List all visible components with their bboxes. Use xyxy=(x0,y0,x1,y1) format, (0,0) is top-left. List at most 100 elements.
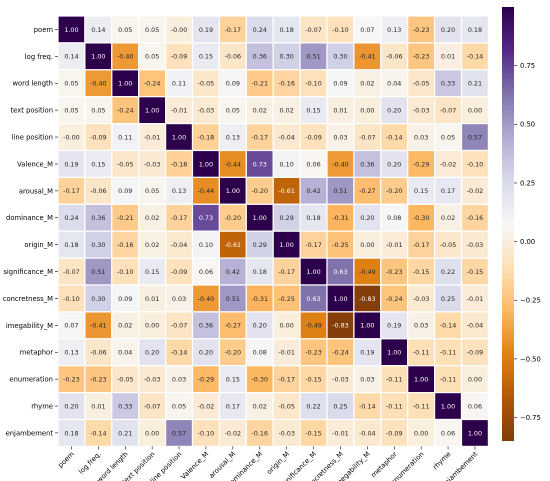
heatmap-cell xyxy=(434,122,463,152)
heatmap-cell xyxy=(138,69,167,98)
cell-value-label: 0.02 xyxy=(253,402,267,410)
cell-value-label: 0.00 xyxy=(360,106,374,114)
heatmap-cell xyxy=(407,365,436,394)
cell-value-label: -0.20 xyxy=(386,187,403,195)
heatmap-cell xyxy=(460,338,489,367)
cell-value-label: -0.40 xyxy=(332,160,349,168)
cell-value-label: 0.20 xyxy=(64,402,78,410)
cell-value-label: 1.00 xyxy=(118,80,132,88)
heatmap-cell xyxy=(380,311,409,340)
cell-value-label: -0.17 xyxy=(278,268,295,276)
cell-value-label: -0.05 xyxy=(278,402,295,410)
cell-value-label: 0.03 xyxy=(414,133,428,141)
heatmap-cell xyxy=(460,69,489,98)
colorbar-tick-label: 0.75 xyxy=(520,62,535,70)
cell-value-label: -0.09 xyxy=(305,133,322,141)
cell-value-label: -0.15 xyxy=(305,375,322,383)
heatmap-cell xyxy=(460,284,489,313)
cell-value-label: 0.19 xyxy=(199,26,213,34)
heatmap-cell xyxy=(138,42,167,71)
cell-value-label: 1.00 xyxy=(333,295,347,303)
heatmap-cell xyxy=(326,392,355,421)
cell-value-label: 0.05 xyxy=(64,106,78,114)
cell-value-label: -0.04 xyxy=(359,429,376,437)
cell-value-label: -0.20 xyxy=(251,187,268,195)
cell-value-label: 0.36 xyxy=(253,53,267,61)
cell-value-label: 1.00 xyxy=(280,241,294,249)
heatmap-cell xyxy=(165,392,194,421)
cell-value-label: -0.14 xyxy=(440,322,457,330)
cell-value-label: -0.09 xyxy=(90,133,107,141)
heatmap-cell xyxy=(353,15,382,44)
cell-value-label: 0.09 xyxy=(226,80,240,88)
heatmap-cell xyxy=(460,230,489,259)
heatmap-cell xyxy=(407,69,436,98)
cell-value-label: -0.02 xyxy=(225,429,242,437)
cell-value-label: -0.03 xyxy=(413,106,430,114)
heatmap-cell xyxy=(111,176,140,205)
heatmap-cell xyxy=(272,418,301,447)
cell-value-label: -0.04 xyxy=(467,322,484,330)
heatmap-cell xyxy=(138,257,167,286)
cell-value-label: 0.02 xyxy=(253,106,267,114)
heatmap-cell xyxy=(191,176,220,205)
cell-value-label: 0.33 xyxy=(118,402,132,410)
heatmap-cell xyxy=(218,176,247,205)
heatmap-cell xyxy=(191,418,220,447)
heatmap-cell xyxy=(57,284,86,313)
cell-value-label: 0.13 xyxy=(172,187,186,195)
y-tick-label: metaphor xyxy=(20,349,53,357)
heatmap-cell xyxy=(407,176,436,205)
y-tick-label: origin_M xyxy=(24,241,53,249)
cell-value-label: -0.10 xyxy=(305,80,322,88)
cell-value-label: -0.23 xyxy=(63,375,80,383)
cell-value-label: 0.30 xyxy=(91,241,105,249)
cell-value-label: 0.24 xyxy=(64,214,78,222)
heatmap-cell xyxy=(84,122,113,152)
heatmap-cell xyxy=(380,365,409,394)
cell-value-label: -0.04 xyxy=(278,133,295,141)
heatmap-cell xyxy=(326,149,355,178)
cell-value-label: 1.00 xyxy=(172,133,186,141)
cell-value-label: -0.23 xyxy=(90,375,107,383)
cell-value-label: -0.17 xyxy=(171,214,188,222)
cell-value-label: -0.40 xyxy=(198,295,215,303)
cell-value-label: -0.09 xyxy=(386,429,403,437)
heatmap-cell xyxy=(218,149,247,178)
cell-value-label: 0.73 xyxy=(253,160,267,168)
cell-value-label: 0.20 xyxy=(360,214,374,222)
heatmap-cell xyxy=(165,149,194,178)
heatmap-cell xyxy=(299,338,328,367)
cell-value-label: -0.24 xyxy=(144,80,161,88)
cell-value-label: 0.13 xyxy=(64,349,78,357)
y-tick-label: significance_M xyxy=(3,268,53,276)
cell-value-label: 0.29 xyxy=(280,214,294,222)
cell-value-label: 1.00 xyxy=(253,214,267,222)
cell-value-label: -0.31 xyxy=(251,295,268,303)
y-tick-labels: poem log freq. word length text position lin… xyxy=(3,26,58,437)
cell-value-label: 1.00 xyxy=(199,160,213,168)
heatmap-cell xyxy=(272,122,301,152)
cell-value-label: -0.05 xyxy=(440,241,457,249)
heatmap-cell xyxy=(326,311,355,340)
y-tick-label: arousal_M xyxy=(19,187,53,195)
heatmap-cell xyxy=(380,122,409,152)
cell-value-label: -0.10 xyxy=(117,268,134,276)
heatmap-cell xyxy=(57,230,86,259)
y-tick-label: enjambement xyxy=(6,429,54,437)
cell-value-label: 0.36 xyxy=(199,322,213,330)
heatmap-cell xyxy=(111,96,140,125)
cell-value-label: -0.02 xyxy=(467,187,484,195)
heatmap-cell xyxy=(460,15,489,44)
cell-value-label: 0.15 xyxy=(145,268,159,276)
cell-value-label: -0.41 xyxy=(359,53,376,61)
y-tick-label: rhyme xyxy=(31,402,53,410)
heatmap-cell xyxy=(165,69,194,98)
cell-value-label: 0.05 xyxy=(118,26,132,34)
heatmap-cells: 1.00 0.14 0.05 0.05 -0.00 0.19 -0.17 0.24 0.18 -0… xyxy=(57,15,489,447)
cell-value-label: -0.03 xyxy=(144,160,161,168)
cell-value-label: 0.63 xyxy=(306,295,320,303)
heatmap-cell xyxy=(245,203,274,232)
cell-value-label: -0.27 xyxy=(225,322,242,330)
cell-value-label: -0.11 xyxy=(386,375,403,383)
